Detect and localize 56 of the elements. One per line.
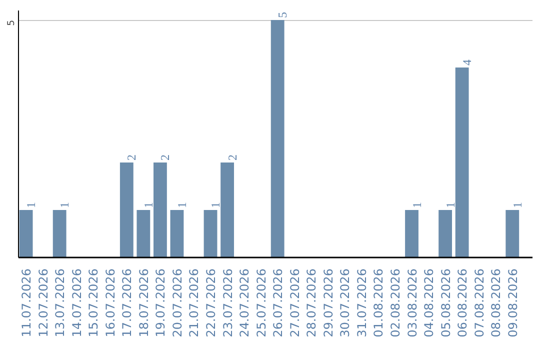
bar xyxy=(506,210,520,258)
x-tick-label: 05.08.2026 xyxy=(438,268,453,338)
data-label: 1 xyxy=(174,202,189,208)
bar xyxy=(204,210,218,258)
x-tick-label: 12.07.2026 xyxy=(36,268,50,338)
bar xyxy=(438,210,452,258)
x-tick-label: 13.07.2026 xyxy=(53,268,68,338)
bar xyxy=(405,210,418,258)
bar xyxy=(52,210,66,258)
x-tick-label: 06.08.2026 xyxy=(456,268,470,338)
data-label: 1 xyxy=(208,202,223,208)
bar xyxy=(270,20,284,258)
x-tick-label: 15.07.2026 xyxy=(86,268,101,338)
bar xyxy=(120,162,134,258)
x-tick-label: 25.07.2026 xyxy=(254,268,268,338)
x-tick-label: 23.07.2026 xyxy=(220,268,235,338)
data-label: 1 xyxy=(410,202,424,208)
x-tick-label: 11.07.2026 xyxy=(20,268,34,338)
bar xyxy=(154,162,167,258)
bar xyxy=(19,210,33,258)
data-label: 2 xyxy=(124,154,139,160)
x-tick-label: 26.07.2026 xyxy=(271,268,286,338)
data-label: 2 xyxy=(225,154,240,160)
x-tick-label: 31.07.2026 xyxy=(354,268,369,338)
x-tick-label: 24.07.2026 xyxy=(238,268,252,338)
x-tick-label: 14.07.2026 xyxy=(70,268,84,338)
bar xyxy=(220,162,234,258)
data-label: 2 xyxy=(158,154,172,160)
x-tick-label: 30.07.2026 xyxy=(338,268,352,338)
x-tick-label: 03.08.2026 xyxy=(405,268,420,338)
bar xyxy=(136,210,150,258)
x-tick-label: 01.08.2026 xyxy=(372,268,386,338)
data-label: 4 xyxy=(460,60,474,66)
x-tick-label: 20.07.2026 xyxy=(170,268,184,338)
data-label: 1 xyxy=(141,202,156,208)
x-tick-label: 29.07.2026 xyxy=(321,268,336,338)
x-tick-label: 02.08.2026 xyxy=(388,268,402,338)
data-label: 5 xyxy=(276,12,290,18)
x-tick-label: 09.08.2026 xyxy=(506,268,520,338)
x-tick-label: 28.07.2026 xyxy=(304,268,319,338)
bar xyxy=(170,210,184,258)
x-tick-label: 18.07.2026 xyxy=(136,268,151,338)
x-tick-label: 22.07.2026 xyxy=(204,268,218,338)
x-tick-label: 08.08.2026 xyxy=(489,268,504,338)
x-tick-label: 16.07.2026 xyxy=(103,268,118,338)
x-tick-label: 21.07.2026 xyxy=(187,268,202,338)
data-label: 1 xyxy=(443,202,458,208)
x-tick-label: 27.07.2026 xyxy=(288,268,302,338)
x-tick-label: 17.07.2026 xyxy=(120,268,134,338)
x-tick-label: 19.07.2026 xyxy=(154,268,168,338)
data-label: 1 xyxy=(510,202,524,208)
data-label: 1 xyxy=(58,202,72,208)
x-tick-label: 04.08.2026 xyxy=(422,268,436,338)
data-label: 1 xyxy=(24,202,38,208)
x-tick-label: 07.08.2026 xyxy=(472,268,486,338)
bar xyxy=(455,68,469,258)
